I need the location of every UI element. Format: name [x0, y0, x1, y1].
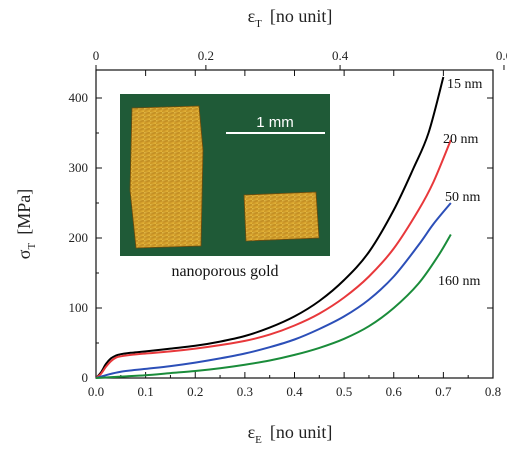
y-tick-label: 400 — [69, 90, 89, 105]
y-tick-label: 200 — [69, 230, 89, 245]
x-tick-label: 0.5 — [336, 384, 352, 399]
x-tick-label: 0.2 — [187, 384, 203, 399]
x-axis-title: εE [no unit] — [248, 422, 333, 446]
gold-sample-small — [243, 191, 320, 242]
series-line-20nm — [95, 139, 452, 379]
series-lines — [95, 76, 452, 379]
x-tick-label: 0.0 — [88, 384, 104, 399]
inset-caption: nanoporous gold — [171, 263, 278, 280]
x-tick-label: 0.7 — [435, 384, 452, 399]
x2-axis-title: εT [no unit] — [248, 6, 333, 30]
x-axis-subscript: E — [255, 434, 262, 446]
x2-tick-label: 0 — [93, 48, 100, 63]
x-tick-label: 0.8 — [485, 384, 501, 399]
y-axis-title: σT [MPa] — [14, 189, 38, 259]
series-label-20nm: 20 nm — [443, 132, 479, 147]
gold-sample-large — [129, 105, 204, 249]
x2-axis-subscript: T — [255, 18, 262, 30]
series-labels: 15 nm 20 nm 50 nm 160 nm — [438, 77, 483, 289]
y-tick-label: 300 — [69, 160, 89, 175]
x2-tick-label: 0.6 — [496, 48, 507, 63]
series-label-15nm: 15 nm — [447, 77, 483, 92]
series-label-50nm: 50 nm — [445, 190, 481, 205]
x2-axis-symbol: ε — [248, 6, 256, 26]
x2-axis-unit: [no unit] — [270, 6, 333, 26]
x-tick-label: 0.4 — [286, 384, 303, 399]
y-tick-label: 100 — [69, 300, 89, 315]
axis-tick-labels: 0.0 0.1 0.2 0.3 0.4 0.5 0.6 0.7 0.8 0 100 200 300 400… — [69, 48, 507, 399]
scale-bar-label: 1 mm — [256, 114, 294, 131]
y-axis-symbol: σ — [14, 249, 34, 259]
x-axis-symbol: ε — [248, 422, 256, 442]
series-label-160nm: 160 nm — [438, 274, 481, 289]
series-line-50nm — [95, 202, 452, 379]
x-axis-unit: [no unit] — [270, 422, 333, 442]
x2-tick-label: 0.2 — [198, 48, 214, 63]
series-line-15nm — [95, 76, 445, 379]
x-tick-label: 0.1 — [138, 384, 154, 399]
y-axis-unit: [MPa] — [14, 189, 34, 235]
x-tick-label: 0.6 — [386, 384, 403, 399]
x2-tick-label: 0.4 — [332, 48, 349, 63]
x-tick-label: 0.3 — [237, 384, 253, 399]
y-tick-label: 0 — [82, 370, 89, 385]
y-axis-subscript: T — [26, 243, 38, 250]
series-line-160nm — [95, 233, 452, 379]
axis-ticks — [95, 65, 505, 379]
inset-photo: 1 mm — [120, 94, 330, 256]
